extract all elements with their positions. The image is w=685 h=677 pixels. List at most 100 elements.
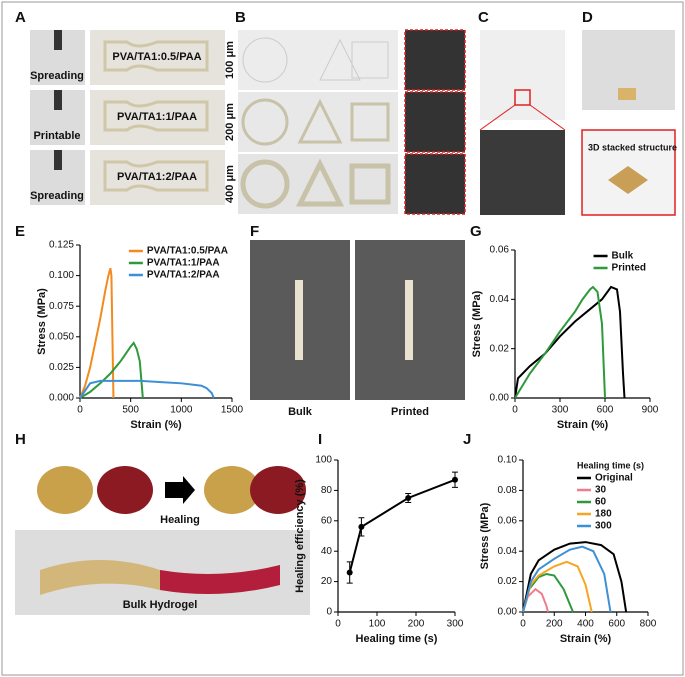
y-tick-label: 0.00 [490,393,510,404]
y-tick-label: 0.04 [498,546,518,557]
material-label: PVA/TA1:2/PAA [117,171,197,183]
x-tick-label: 300 [552,405,569,416]
caption: Bulk [288,406,313,418]
y-tick-label: 20 [321,576,333,587]
material-label: PVA/TA1:0.5/PAA [112,51,201,63]
x-tick-label: 0 [335,619,341,630]
y-tick-label: 100 [315,455,332,466]
mode-label: Spreading [30,190,84,202]
x-axis-label: Strain (%) [557,419,609,431]
series-line [79,267,115,399]
series-line [79,341,144,399]
legend: PVA/TA1:0.5/PAAPVA/TA1:1/PAAPVA/TA1:2/PA… [128,246,228,281]
y-axis-label: Stress (MPa) [471,290,483,357]
y-tick-label: 0.100 [49,270,74,281]
x-tick-label: 500 [122,405,139,416]
y-tick-label: 0.00 [498,607,518,618]
series-line [514,285,626,399]
legend-label: PVA/TA1:1/PAA [147,258,220,269]
y-tick-label: 0.075 [49,301,74,312]
legend-label: Original [595,473,633,484]
legend-label: 60 [595,497,607,508]
legend-label: 180 [595,509,612,520]
x-tick-label: 600 [608,619,625,630]
y-axis-label: Stress (MPa) [36,288,48,355]
y-tick-label: 0.06 [498,515,518,526]
y-tick-label: 0.04 [490,294,510,305]
legend-title: Healing time (s) [577,460,644,470]
y-tick-label: 60 [321,515,333,526]
panel-d-photos [581,30,676,216]
y-tick-label: 0.125 [49,240,74,251]
y-tick-label: 40 [321,546,333,557]
mode-label: Printable [33,130,80,142]
series-line [522,560,593,613]
x-tick-label: 0 [512,405,518,416]
y-tick-label: 0.06 [490,245,510,256]
mode-label: Spreading [30,70,84,82]
panel-label: J [463,431,471,448]
panel-f-photos [250,240,465,400]
panel-h-photos [15,466,310,615]
panel-label: D [582,9,593,26]
x-tick-label: 200 [408,619,425,630]
x-tick-label: 1500 [221,405,244,416]
x-tick-label: 300 [447,619,464,630]
panel-c-photos [479,30,566,215]
series-line [79,379,215,399]
legend-label: 30 [595,485,607,496]
y-tick-label: 0.02 [490,343,510,354]
y-tick-label: 0.08 [498,485,518,496]
y-axis-label: Stress (MPa) [479,502,491,569]
material-label: PVA/TA1:1/PAA [117,111,197,123]
axis [337,460,455,613]
width-label: 100 μm [224,41,236,79]
x-tick-label: 600 [597,405,614,416]
y-tick-label: 0.050 [49,331,74,342]
caption: Healing [160,514,200,526]
x-tick-label: 200 [546,619,563,630]
y-tick-label: 0.025 [49,362,74,373]
panel-label: H [15,431,26,448]
panel-label: C [478,9,489,26]
caption: 3D stacked structure [588,142,677,152]
x-tick-label: 100 [369,619,386,630]
series-line [514,285,606,399]
x-tick-label: 900 [642,405,659,416]
x-tick-label: 0 [520,619,526,630]
panel-label: B [235,9,246,26]
x-tick-label: 1000 [170,405,193,416]
legend-label: PVA/TA1:0.5/PAA [147,246,228,257]
point [358,523,365,530]
point [405,495,412,501]
y-tick-label: 0.000 [49,393,74,404]
legend-label: Printed [612,263,646,274]
panel-label: I [318,431,322,448]
x-axis-label: Strain (%) [130,419,182,431]
panel-label: F [250,223,259,240]
x-tick-label: 800 [640,619,657,630]
series-line [522,545,612,613]
width-label: 200 μm [224,103,236,141]
y-tick-label: 0 [326,607,332,618]
y-tick-label: 0.02 [498,576,518,587]
legend-label: PVA/TA1:2/PAA [147,270,220,281]
point [452,476,458,483]
series-line [522,541,628,613]
series-line [348,478,456,573]
x-axis-label: Strain (%) [560,633,612,645]
panel-a-photos [30,30,225,205]
y-axis-label: Healing efficiency (%) [294,479,306,593]
legend-label: Bulk [612,251,634,262]
x-tick-label: 0 [77,405,83,416]
caption: Bulk Hydrogel [123,599,198,611]
y-tick-label: 0.10 [498,455,518,466]
panel-label: A [15,9,26,26]
legend-label: 300 [595,521,612,532]
panel-label: G [470,223,482,240]
x-axis-label: Healing time (s) [356,633,438,645]
